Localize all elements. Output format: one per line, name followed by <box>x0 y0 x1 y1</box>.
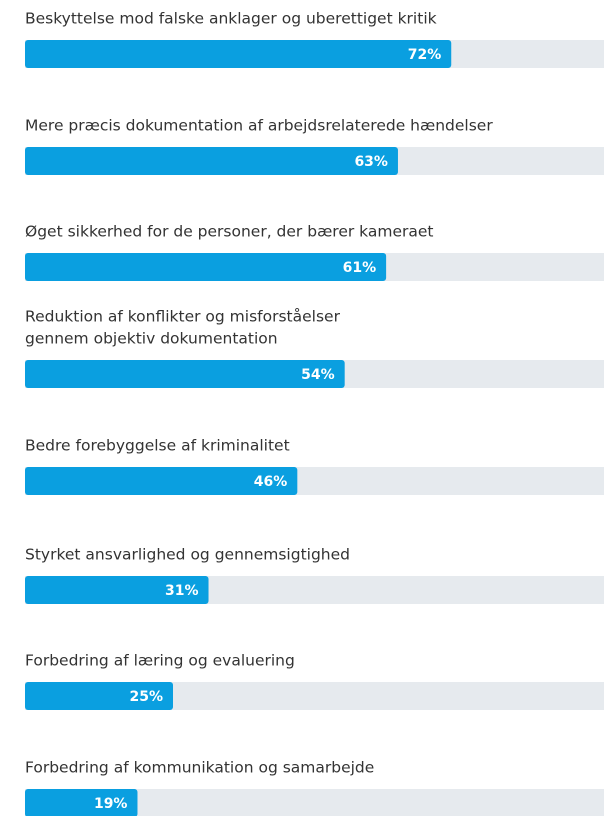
bar <box>25 682 173 710</box>
value-label: 54% <box>301 367 335 383</box>
value-label: 63% <box>354 154 388 170</box>
bar <box>25 576 209 604</box>
bar <box>25 253 387 281</box>
value-label: 61% <box>343 260 377 276</box>
value-label: 72% <box>408 47 442 63</box>
bar <box>25 467 298 495</box>
category-label: gennem objektiv dokumentation <box>25 330 278 348</box>
bar <box>25 789 138 816</box>
category-label: Øget sikkerhed for de personer, der bære… <box>25 223 433 241</box>
value-label: 19% <box>94 796 128 812</box>
category-label: Forbedring af kommunikation og samarbejd… <box>25 759 374 777</box>
bar <box>25 147 398 175</box>
value-label: 46% <box>254 474 288 490</box>
bar <box>25 40 452 68</box>
category-label: Forbedring af læring og evaluering <box>25 652 295 670</box>
bar <box>25 360 345 388</box>
category-label: Beskyttelse mod falske anklager og ubere… <box>25 10 437 28</box>
category-label: Mere præcis dokumentation af arbejdsrela… <box>25 117 493 135</box>
value-label: 25% <box>129 689 163 705</box>
category-label: Styrket ansvarlighed og gennemsigtighed <box>25 546 350 564</box>
category-label: Bedre forebyggelse af kriminalitet <box>25 437 290 455</box>
value-label: 31% <box>165 583 199 599</box>
category-label: Reduktion af konflikter og misforståelse… <box>25 308 341 326</box>
